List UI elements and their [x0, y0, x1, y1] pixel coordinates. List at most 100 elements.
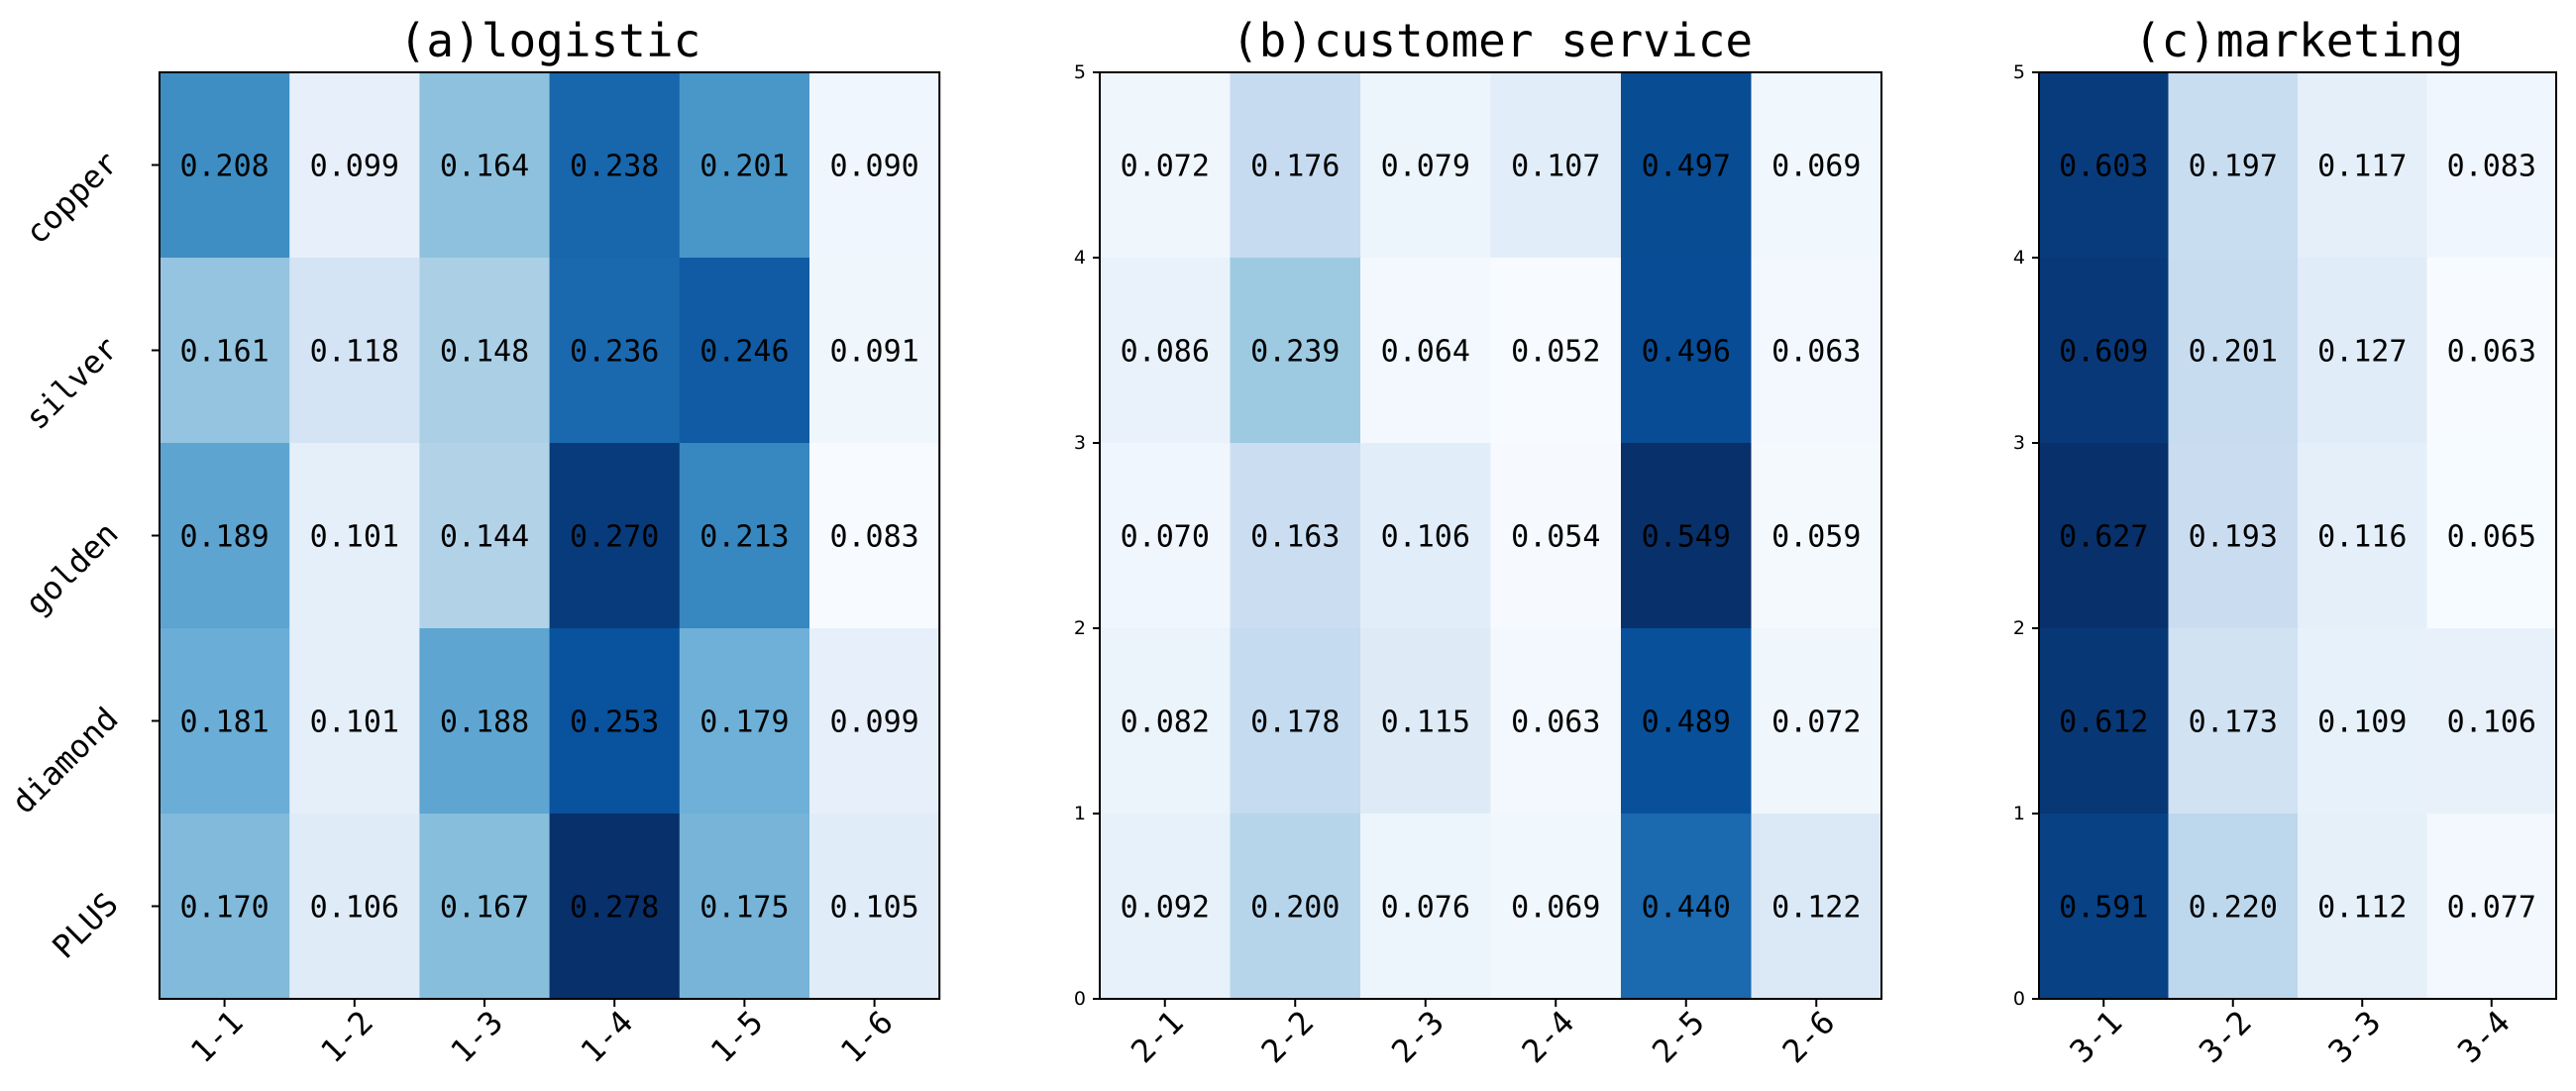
cell-value-label: 0.238: [570, 150, 659, 184]
y-tick-number: 5: [1074, 61, 1086, 83]
chart-title: (a)logistic: [399, 14, 701, 67]
cell-value-label: 0.270: [570, 520, 659, 555]
y-tick-number: 5: [2013, 61, 2025, 83]
cell-value-label: 0.076: [1381, 891, 1470, 926]
x-tick-label: 1-1: [183, 1003, 251, 1070]
x-tick-label: 1-6: [833, 1003, 901, 1070]
heatmap-cell: [1230, 258, 1361, 444]
x-tick-label: 3-2: [2192, 1003, 2259, 1070]
heatmap-cell: [549, 814, 681, 1000]
cell-value-label: 0.099: [829, 706, 918, 740]
heatmap-cell: [549, 72, 681, 259]
heatmap-cell: [1490, 814, 1622, 1000]
heatmap-cell: [1621, 814, 1753, 1000]
cell-value-label: 0.116: [2317, 520, 2407, 555]
x-tick-label: 2-5: [1645, 1003, 1712, 1070]
heatmap-cell: [1360, 443, 1492, 629]
y-tick-number: 3: [2013, 432, 2025, 454]
heatmap-cell: [1100, 443, 1232, 629]
cell-value-label: 0.106: [1381, 520, 1470, 555]
heatmap-cell: [1621, 72, 1753, 259]
cell-value-label: 0.200: [1250, 891, 1340, 926]
cell-value-label: 0.163: [1250, 520, 1340, 555]
heatmap-cell: [1360, 72, 1492, 259]
heatmap-cell: [2426, 258, 2557, 444]
heatmap-cell: [1360, 258, 1492, 444]
cell-value-label: 0.091: [829, 335, 918, 370]
heatmap-cell: [1490, 443, 1622, 629]
cell-value-label: 0.059: [1771, 520, 1861, 555]
heatmap-cell: [160, 443, 290, 629]
y-tick-number: 1: [1074, 803, 1086, 824]
x-tick-label: 2-4: [1515, 1003, 1582, 1070]
x-tick-label: 2-6: [1775, 1003, 1843, 1070]
heatmap-cell: [2168, 72, 2299, 259]
heatmap-cell: [1360, 628, 1492, 815]
heatmap-cell: [289, 628, 420, 815]
heatmap-cell: [1751, 258, 1882, 444]
cell-value-label: 0.208: [179, 150, 268, 184]
cell-value-label: 0.107: [1511, 150, 1600, 184]
cell-value-label: 0.167: [440, 891, 529, 926]
heatmap-cell: [419, 628, 551, 815]
cell-value-label: 0.497: [1642, 150, 1731, 184]
y-tick-number: 0: [2013, 988, 2025, 1010]
y-tick-label: copper: [18, 144, 126, 252]
cell-value-label: 0.440: [1642, 891, 1731, 926]
heatmap-cell: [419, 814, 551, 1000]
heatmap-cell: [679, 443, 810, 629]
heatmap-cell: [679, 628, 810, 815]
heatmap-cell: [1490, 258, 1622, 444]
heatmap-cell: [2298, 72, 2428, 259]
heatmap-cell: [1751, 72, 1882, 259]
heatmap-cell: [1100, 258, 1232, 444]
heatmap-cell: [2168, 258, 2299, 444]
y-tick-number: 2: [2013, 617, 2025, 639]
y-tick-number: 4: [2013, 247, 2025, 269]
cell-value-label: 0.127: [2317, 335, 2407, 370]
heatmap-cell: [549, 443, 681, 629]
cell-value-label: 0.063: [1511, 706, 1600, 740]
cell-value-label: 0.063: [2447, 335, 2536, 370]
cell-value-label: 0.591: [2059, 891, 2148, 926]
cell-value-label: 0.092: [1121, 891, 1210, 926]
cell-value-label: 0.496: [1642, 335, 1731, 370]
heatmap-cell: [1490, 628, 1622, 815]
heatmap-cell: [1490, 72, 1622, 259]
cell-value-label: 0.144: [440, 520, 529, 555]
y-tick-number: 0: [1074, 988, 1086, 1010]
heatmap-cell: [2039, 814, 2170, 1000]
panel-logistic: (a)logistic 0.208 0.099 0.164 0.238 0.201 0.09…: [4, 14, 941, 1070]
heatmap-cell: [2298, 258, 2428, 444]
heatmap-cell: [160, 628, 290, 815]
heatmap-cell: [160, 258, 290, 444]
cell-value-label: 0.099: [310, 150, 399, 184]
x-tick-label: 2-3: [1384, 1003, 1451, 1070]
cell-value-label: 0.170: [179, 891, 268, 926]
chart-title: (b)customer service: [1232, 14, 1753, 67]
cell-value-label: 0.118: [310, 335, 399, 370]
cell-value-label: 0.213: [699, 520, 789, 555]
heatmap-cell: [2298, 814, 2428, 1000]
cell-value-label: 0.090: [829, 150, 918, 184]
x-tick-label: 1-2: [313, 1003, 380, 1070]
x-tick-label: 3-3: [2321, 1003, 2389, 1070]
cell-value-label: 0.176: [1250, 150, 1340, 184]
cell-value-label: 0.220: [2189, 891, 2278, 926]
cell-value-label: 0.627: [2059, 520, 2148, 555]
cell-value-label: 0.179: [699, 706, 789, 740]
cell-value-label: 0.189: [179, 520, 268, 555]
x-tick-label: 2-2: [1254, 1003, 1322, 1070]
heatmap-cell: [160, 72, 290, 259]
cell-value-label: 0.083: [829, 520, 918, 555]
y-tick-number: 3: [1074, 432, 1086, 454]
cell-value-label: 0.072: [1121, 150, 1210, 184]
y-tick-label: PLUS: [45, 885, 125, 965]
cell-value-label: 0.079: [1381, 150, 1470, 184]
heatmap-cell: [419, 258, 551, 444]
heatmap-cell: [1100, 72, 1232, 259]
heatmap-cell: [2298, 443, 2428, 629]
cell-value-label: 0.063: [1771, 335, 1861, 370]
heatmap-cell: [1751, 628, 1882, 815]
